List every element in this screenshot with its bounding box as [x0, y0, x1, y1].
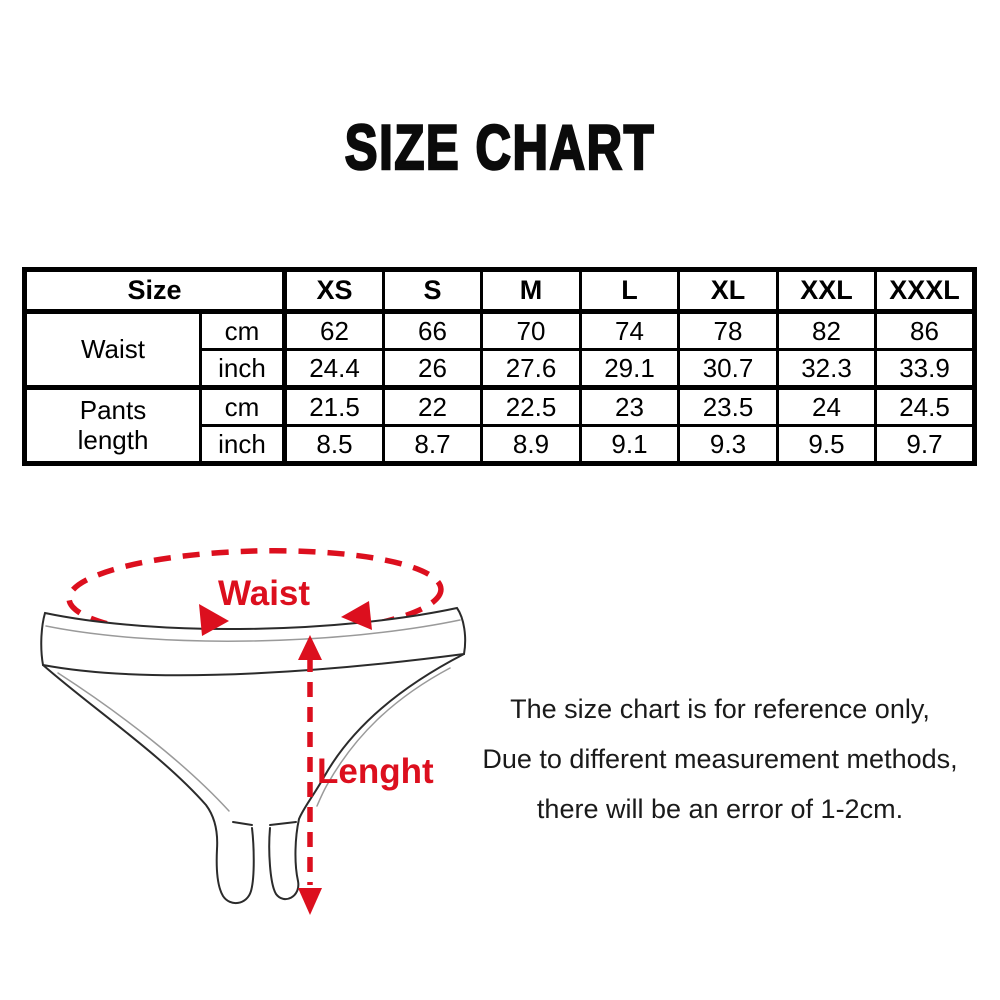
- size-col-header-s: S: [382, 268, 483, 314]
- length-arrow-up-icon: [298, 635, 322, 660]
- value-cell: 70: [480, 310, 582, 351]
- unit-cell: cm: [199, 385, 287, 427]
- waist-label: Waist: [218, 574, 310, 613]
- waist-arrow-right-icon: [199, 604, 229, 636]
- disclaimer-note: The size chart is for reference only, Du…: [450, 684, 990, 834]
- pants-length-cm-row: Pants length cm 21.5 22 22.5 23 23.5 24 …: [23, 385, 976, 465]
- value-cell: 8.9: [480, 424, 582, 465]
- value-cell: 66: [382, 310, 483, 351]
- value-cell: 78: [677, 310, 779, 351]
- waist-inch-row: inch 24.4 26 27.6 29.1 30.7 32.3 33.9: [25, 348, 976, 389]
- row-label-pants-length: Pants length: [23, 385, 202, 465]
- size-table: Size XS S M L XL XXL XXXL Waist cm 62 66…: [22, 267, 977, 466]
- table-header-row: Size XS S M L XL XXL XXXL: [23, 268, 976, 314]
- unit-cell: cm: [199, 310, 287, 351]
- pants-length-inch-row: inch 8.5 8.7 8.9 9.1 9.3 9.5 9.7: [25, 424, 976, 465]
- unit-cell: inch: [199, 348, 287, 389]
- size-col-header-xxxl: XXXL: [874, 268, 976, 314]
- waist-ellipse-dashed: [66, 547, 444, 641]
- row-label-waist: Waist: [23, 310, 202, 389]
- value-cell: 82: [776, 310, 877, 351]
- size-col-header-xxl: XXL: [776, 268, 877, 314]
- thong-outline: [40, 606, 467, 904]
- waist-arrow-left-icon: [341, 601, 372, 630]
- waist-cm-row: Waist cm 62 66 70 74 78 82 86: [23, 310, 976, 389]
- value-cell: 21.5: [283, 385, 385, 427]
- value-cell: 24: [776, 385, 877, 427]
- value-cell: 9.3: [677, 424, 779, 465]
- size-col-header-l: L: [579, 268, 680, 314]
- unit-cell: inch: [199, 424, 287, 465]
- page-title: SIZE CHART: [0, 113, 1000, 183]
- size-col-header-xl: XL: [677, 268, 779, 314]
- size-corner-header: Size: [23, 268, 287, 314]
- value-cell: 62: [283, 310, 385, 351]
- length-label: Lenght: [317, 752, 434, 791]
- value-cell: 22: [382, 385, 483, 427]
- note-line: Due to different measurement methods,: [482, 744, 958, 774]
- note-line: The size chart is for reference only,: [510, 694, 930, 724]
- value-cell: 24.4: [283, 348, 385, 389]
- value-cell: 23: [579, 385, 680, 427]
- page-title-text: SIZE CHART: [344, 113, 656, 183]
- note-line: there will be an error of 1-2cm.: [536, 794, 904, 824]
- size-col-header-xs: XS: [283, 268, 385, 314]
- value-cell: 86: [874, 310, 976, 351]
- length-arrow-down-icon: [298, 888, 322, 915]
- waist-arrowheads: [199, 601, 372, 636]
- garment-measurement-diagram: Waist Lenght: [40, 547, 467, 915]
- value-cell: 30.7: [677, 348, 779, 389]
- value-cell: 29.1: [579, 348, 680, 389]
- value-cell: 33.9: [874, 348, 976, 389]
- value-cell: 74: [579, 310, 680, 351]
- value-cell: 26: [382, 348, 483, 389]
- value-cell: 32.3: [776, 348, 877, 389]
- value-cell: 9.5: [776, 424, 877, 465]
- value-cell: 27.6: [480, 348, 582, 389]
- value-cell: 8.7: [382, 424, 483, 465]
- value-cell: 24.5: [874, 385, 976, 427]
- value-cell: 23.5: [677, 385, 779, 427]
- value-cell: 8.5: [283, 424, 385, 465]
- value-cell: 22.5: [480, 385, 582, 427]
- length-measure-line: [298, 635, 322, 915]
- value-cell: 9.1: [579, 424, 680, 465]
- size-col-header-m: M: [480, 268, 582, 314]
- value-cell: 9.7: [874, 424, 976, 465]
